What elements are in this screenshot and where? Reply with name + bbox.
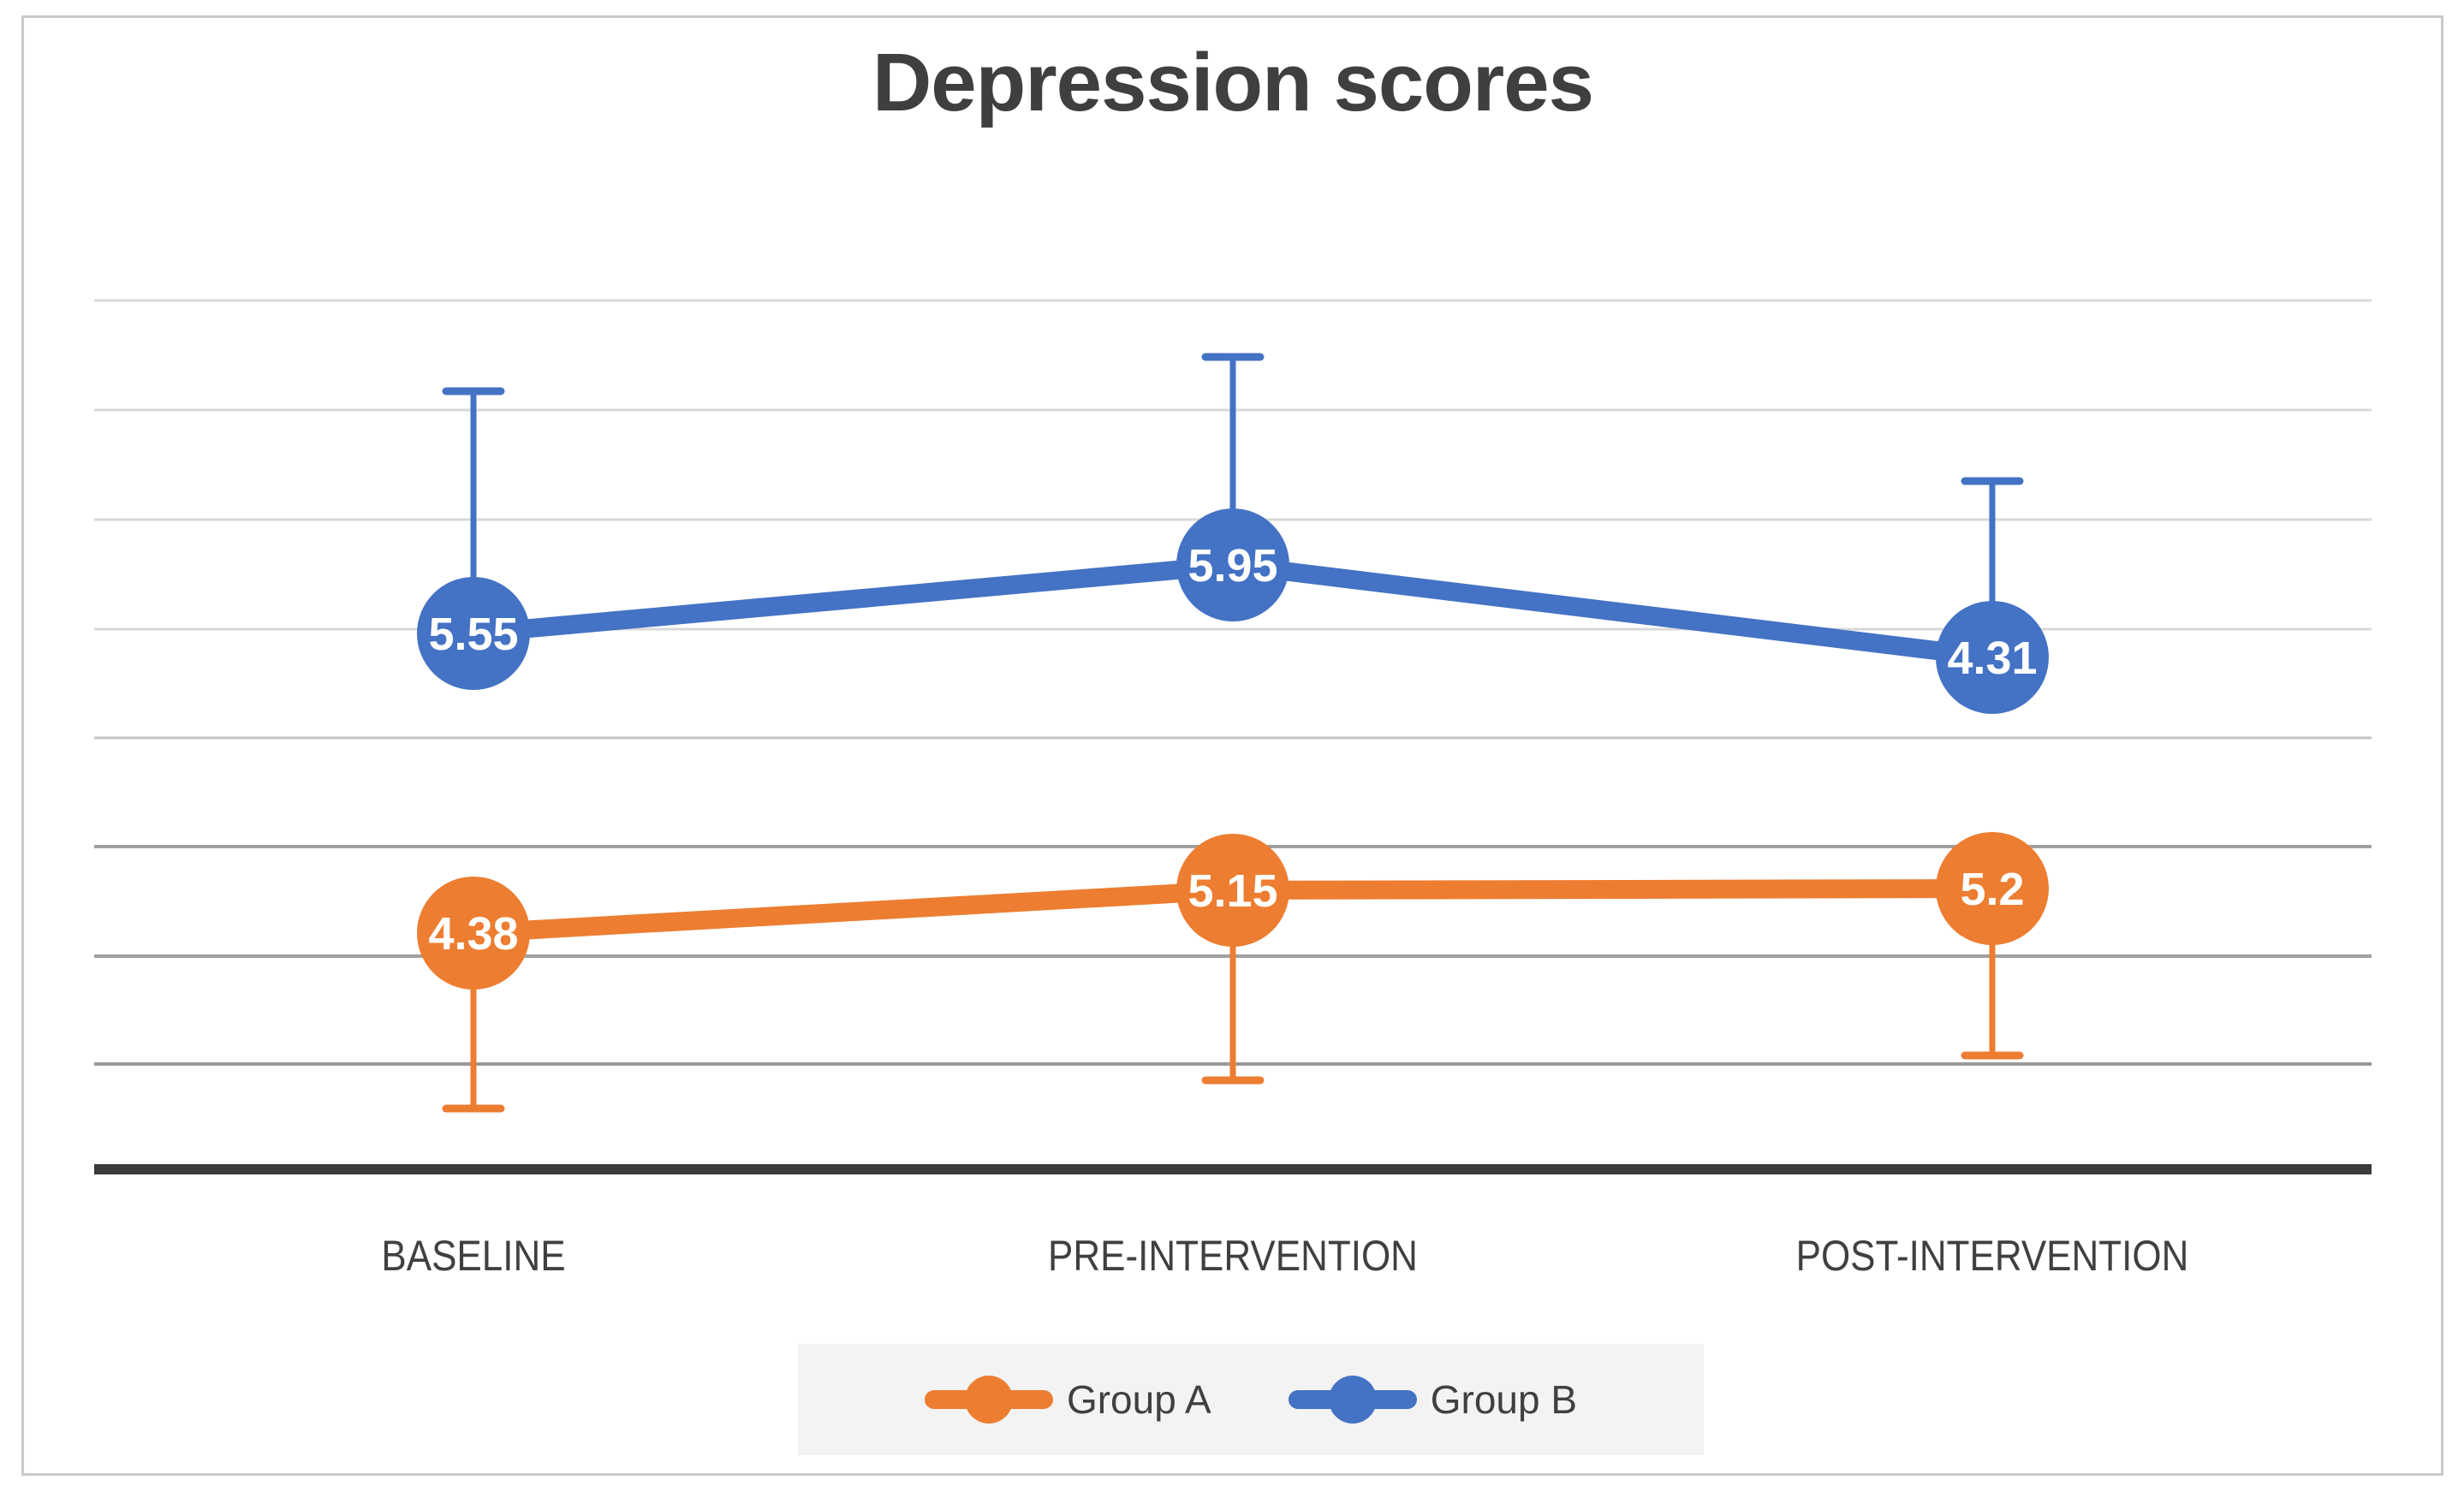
data-point [417, 877, 530, 990]
data-label: 5.2 [1960, 864, 2024, 915]
data-point [1176, 508, 1289, 621]
group-b-line-marker-icon [1288, 1372, 1417, 1427]
legend: Group A Group B [798, 1344, 1704, 1455]
x-axis-label-baseline: BASELINE [381, 1232, 566, 1280]
legend-label-group-a: Group A [1066, 1377, 1211, 1422]
data-point [1936, 601, 2049, 714]
group-a-line-marker-icon [924, 1372, 1053, 1427]
data-label: 5.95 [1187, 540, 1277, 591]
data-label: 5.55 [428, 609, 518, 660]
chart-title: Depression scores [872, 37, 1594, 128]
legend-item-group-b: Group B [1288, 1372, 1578, 1427]
x-axis-label-post-intervention: POST-INTERVENTION [1795, 1232, 2189, 1280]
data-point [1936, 832, 2049, 945]
x-axis-label-pre-intervention: PRE-INTERVENTION [1048, 1232, 1418, 1280]
data-label: 5.15 [1187, 865, 1277, 917]
legend-item-group-a: Group A [924, 1372, 1211, 1427]
data-label: 4.38 [428, 908, 518, 960]
legend-label-group-b: Group B [1430, 1377, 1578, 1422]
data-point [1176, 834, 1289, 947]
data-point [417, 577, 530, 690]
data-label: 4.31 [1947, 633, 2037, 684]
chart-frame [21, 15, 2443, 1476]
